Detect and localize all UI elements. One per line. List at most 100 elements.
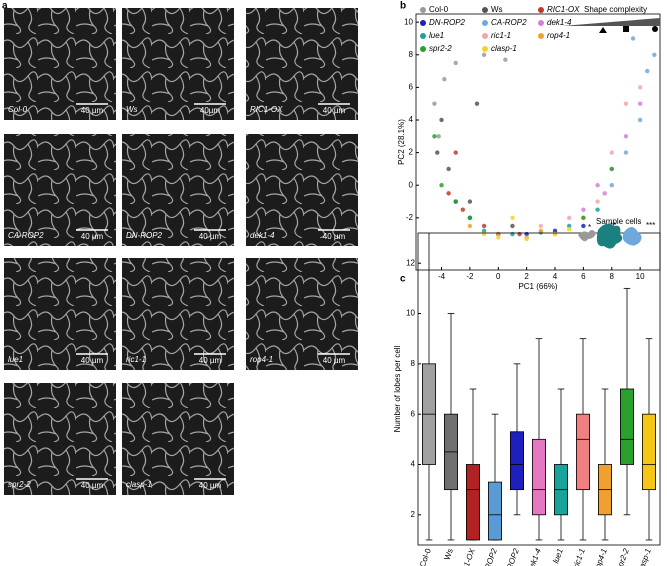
genotype-label: clasp-1 (126, 480, 152, 489)
point (517, 231, 522, 237)
point (446, 166, 451, 172)
icon (623, 26, 629, 32)
x-tick-label: rop4-1 (592, 547, 608, 566)
genotype-label: Col-0 (8, 105, 28, 114)
point (510, 215, 515, 221)
point (442, 77, 447, 82)
legend-swatch (420, 33, 426, 39)
point (567, 227, 572, 232)
point (538, 223, 544, 229)
y-tick-label: -2 (406, 213, 414, 222)
point (481, 231, 487, 237)
x-tick-label: 10 (636, 272, 645, 281)
scale-label: 40 µm (81, 232, 104, 241)
box (487, 481, 502, 541)
x-axis-label: PC1 (66%) (518, 282, 557, 291)
point (439, 117, 444, 123)
box (642, 413, 657, 491)
y-axis-label: PC2 (28.1%) (397, 119, 406, 165)
point (510, 231, 515, 237)
x-tick-label: 6 (581, 272, 586, 281)
genotype-label: lue1 (8, 355, 23, 364)
annotation: Shape complexity (584, 5, 647, 14)
micrograph (246, 258, 358, 370)
legend-label: rop4-1 (547, 31, 570, 40)
annotation: * (588, 223, 591, 232)
genotype-label: dek1-4 (250, 231, 275, 240)
scale-label: 40 µm (199, 481, 222, 490)
point (503, 57, 508, 62)
x-tick-label: -2 (466, 272, 474, 281)
legend-swatch (538, 33, 544, 39)
legend-swatch (482, 20, 488, 26)
point (552, 231, 558, 237)
box (509, 431, 524, 491)
legend-label: spr2-2 (429, 44, 452, 53)
x-tick-label: lue1 (551, 547, 565, 564)
micrograph (4, 383, 116, 495)
point (637, 85, 643, 90)
point (637, 101, 643, 106)
point (467, 223, 473, 229)
point (602, 191, 607, 196)
y-tick-label: 12 (406, 258, 415, 267)
legend-label: ric1-1 (491, 31, 511, 40)
genotype-label: RIC1-OX (250, 105, 283, 114)
x-tick-label: 2 (524, 272, 529, 281)
micrograph (122, 8, 234, 120)
y-tick-label: 10 (406, 309, 415, 318)
genotype-label: DN-ROP2 (126, 231, 163, 240)
annotation: Sample cells (596, 217, 641, 226)
point (637, 117, 643, 123)
annotation: *** (646, 221, 655, 230)
point (432, 134, 437, 139)
point (623, 134, 629, 139)
x-tick-label: 8 (610, 272, 615, 281)
x-tick-label: 4 (553, 272, 558, 281)
point (609, 150, 614, 155)
box (620, 388, 635, 465)
x-tick-label: CA-ROP2 (478, 547, 499, 566)
legend-swatch (482, 7, 488, 13)
y-tick-label: 2 (411, 510, 416, 519)
point (567, 223, 572, 229)
legend-label: CA-ROP2 (491, 18, 527, 27)
legend-swatch (482, 46, 488, 52)
panel-label: a (2, 1, 8, 12)
box (576, 413, 591, 491)
point (581, 223, 586, 229)
point (581, 215, 586, 221)
point (467, 199, 473, 204)
y-tick-label: 0 (409, 180, 414, 189)
legend-label: DN-ROP2 (429, 18, 466, 27)
scale-label: 40 µm (81, 356, 104, 365)
boxes (421, 233, 657, 541)
x-tick-label: RIC1-OX (457, 547, 477, 566)
micrograph (4, 258, 116, 370)
x-tick-label: DN-ROP2 (500, 547, 521, 566)
y-tick-label: 10 (404, 17, 413, 26)
legend-label: RIC1-OX (547, 5, 580, 14)
box (532, 438, 547, 516)
genotype-label: CA-ROP2 (8, 231, 44, 240)
point (595, 199, 600, 204)
genotype-label: Ws (126, 105, 138, 114)
sample-cell (622, 227, 642, 246)
x-tick-label: spr2-2 (615, 547, 631, 566)
point (439, 183, 444, 188)
panel-label: c (400, 274, 406, 285)
micrograph (4, 134, 116, 246)
point (595, 207, 600, 212)
legend-swatch (482, 33, 488, 39)
scale-label: 40 µm (323, 356, 346, 365)
x-tick-label: Col-0 (418, 547, 433, 566)
legend-label: Ws (491, 5, 503, 14)
point (645, 68, 650, 74)
complexity-wedge (562, 18, 660, 26)
point (630, 36, 636, 41)
point (481, 228, 487, 234)
icon (652, 26, 658, 32)
point (474, 101, 480, 106)
scale-label: 40 µm (199, 232, 222, 241)
y-tick-label: 4 (411, 460, 416, 469)
